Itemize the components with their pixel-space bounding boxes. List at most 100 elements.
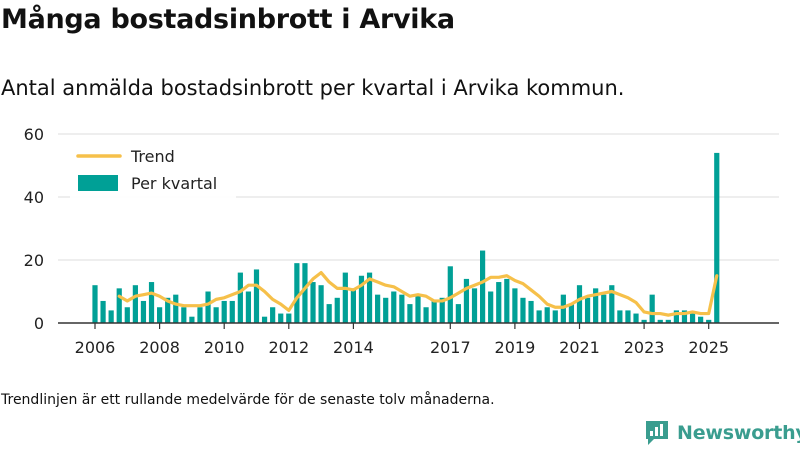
bar — [568, 304, 575, 323]
bar — [310, 282, 316, 323]
x-tick-label: 2017 — [430, 338, 471, 357]
bar — [576, 285, 583, 323]
bar — [407, 304, 413, 323]
bar — [423, 307, 429, 323]
bar — [286, 313, 292, 323]
x-tick-label: 2025 — [688, 338, 729, 357]
bar — [657, 319, 663, 323]
x-tick-label: 2010 — [204, 338, 245, 357]
bar — [536, 310, 542, 323]
bar — [342, 272, 348, 323]
bar — [205, 291, 211, 323]
bar — [302, 263, 308, 323]
bar — [714, 152, 720, 323]
bar — [480, 250, 486, 323]
bar — [520, 297, 526, 323]
bar — [100, 300, 106, 323]
bar — [649, 294, 655, 323]
bar — [213, 307, 219, 323]
x-tick-label: 2012 — [268, 338, 309, 357]
y-tick-label: 0 — [34, 314, 44, 333]
bar — [124, 307, 130, 323]
chart-subtitle: Antal anmälda bostadsinbrott per kvartal… — [1, 76, 625, 100]
bar — [181, 307, 187, 323]
bar — [261, 316, 268, 323]
bar — [439, 297, 445, 323]
x-tick-label: 2006 — [75, 338, 116, 357]
bar — [528, 300, 534, 323]
bar — [165, 297, 171, 323]
bars — [92, 152, 720, 323]
legend-trend-label: Trend — [130, 147, 175, 166]
bar — [132, 285, 138, 323]
bar — [294, 263, 300, 323]
x-tick-label: 2019 — [495, 338, 536, 357]
bar — [253, 269, 260, 323]
y-tick-label: 60 — [24, 125, 44, 144]
bar — [350, 288, 356, 323]
bar — [140, 300, 147, 323]
bar — [415, 294, 421, 323]
newsworthy-logo-icon — [646, 421, 668, 445]
x-tick-label: 2008 — [139, 338, 180, 357]
bar — [358, 275, 365, 323]
x-ticks: 2006 2008 2010 2012 2014 2017 2019 2021 2023 2025 — [75, 323, 729, 357]
bar — [544, 307, 550, 323]
bar — [366, 272, 373, 323]
bar — [447, 266, 453, 323]
x-tick-label: 2021 — [559, 338, 600, 357]
bar — [609, 285, 615, 323]
bar — [706, 319, 712, 323]
x-tick-label: 2023 — [624, 338, 665, 357]
bar — [189, 316, 195, 323]
bar — [326, 304, 332, 323]
bar — [197, 307, 203, 323]
bar — [334, 297, 340, 323]
bar — [221, 300, 227, 323]
bar — [641, 319, 647, 323]
bar — [689, 313, 696, 323]
bar — [584, 297, 591, 323]
bar — [237, 272, 243, 323]
bar — [665, 319, 671, 323]
bar — [617, 310, 623, 323]
bar — [698, 316, 704, 323]
bar — [633, 313, 639, 323]
bar — [471, 288, 478, 323]
bar — [512, 288, 518, 323]
bar — [116, 288, 122, 323]
bar — [625, 310, 631, 323]
bar — [173, 294, 179, 323]
bar — [278, 313, 284, 323]
bar — [488, 291, 494, 323]
legend: Trend Per kvartal — [70, 140, 236, 200]
bar — [463, 278, 470, 323]
legend-bar-label: Per kvartal — [131, 174, 217, 193]
bar — [673, 310, 679, 323]
bar — [601, 294, 607, 323]
bar — [431, 300, 437, 323]
bar — [270, 307, 276, 323]
y-tick-label: 40 — [24, 188, 44, 207]
footnote: Trendlinjen är ett rullande medelvärde f… — [1, 392, 495, 408]
y-ticks: 0 20 40 60 — [24, 125, 44, 333]
bar — [157, 307, 163, 323]
bar — [681, 310, 688, 323]
bar — [496, 282, 502, 323]
trend-line — [117, 271, 719, 317]
bar — [455, 304, 461, 323]
bar — [245, 291, 252, 323]
bar — [375, 294, 381, 323]
bar — [504, 278, 510, 323]
bar — [108, 310, 114, 323]
bar — [593, 288, 599, 323]
newsworthy-logo-text: Newsworthy — [677, 422, 800, 444]
bar — [229, 300, 235, 323]
bar — [92, 285, 98, 323]
newsworthy-logo: Newsworthy — [644, 419, 800, 447]
bar — [318, 285, 324, 323]
x-tick-label: 2014 — [333, 338, 374, 357]
bar — [399, 294, 405, 323]
bar — [383, 297, 389, 323]
chart-title: Många bostadsinbrott i Arvika — [1, 4, 455, 35]
